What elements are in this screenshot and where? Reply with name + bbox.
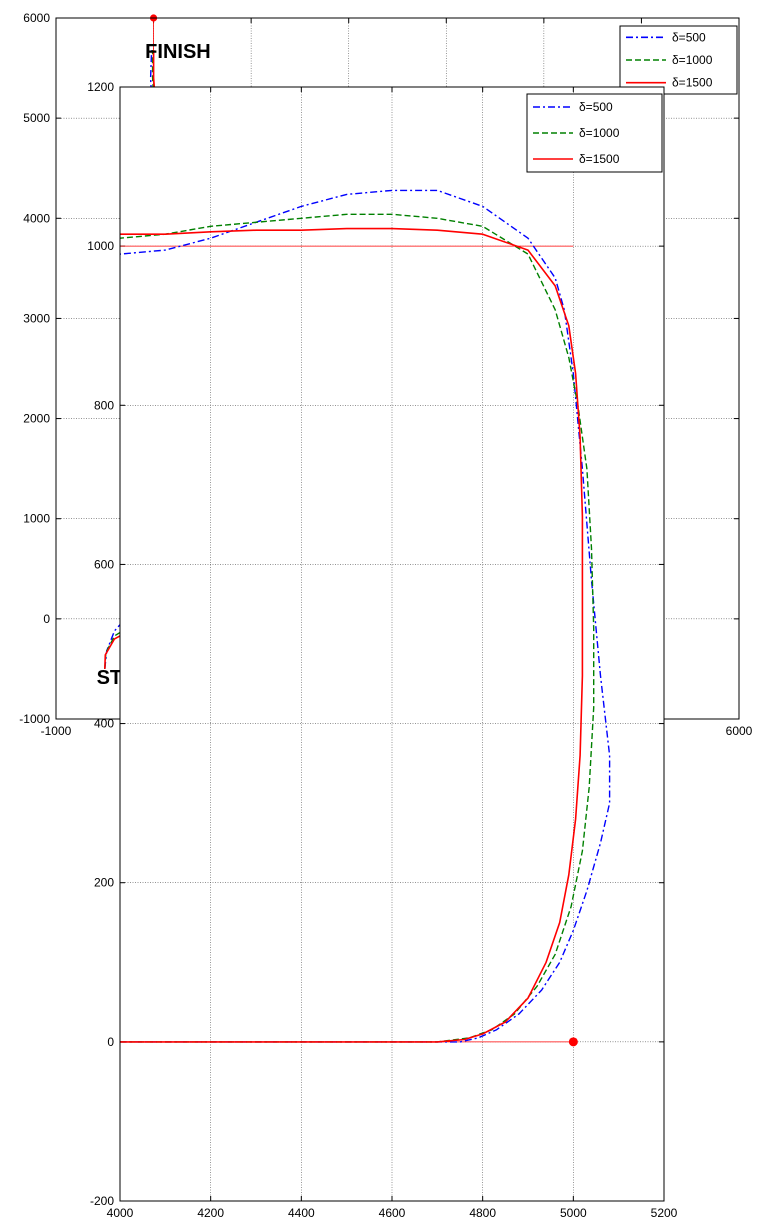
y-tick-label: 1000 <box>23 512 50 526</box>
y-tick-label: 1000 <box>87 239 114 253</box>
y-tick-label: -1000 <box>19 712 50 726</box>
waypoint-marker <box>568 1037 578 1047</box>
legend: δ=500 δ=1000 δ=1500 <box>619 25 738 95</box>
x-tick-label: -1000 <box>41 724 72 738</box>
y-tick-label: 200 <box>94 876 114 890</box>
series-line-0 <box>119 189 611 1043</box>
y-tick-label: 2000 <box>23 412 50 426</box>
x-tick-label: 4600 <box>379 1206 406 1220</box>
y-tick-label: 1200 <box>87 80 114 94</box>
y-tick-label: 6000 <box>23 11 50 25</box>
x-tick-label: 4000 <box>107 1206 134 1220</box>
legend-label-0: δ=500 <box>672 30 706 44</box>
axes-frame <box>119 86 665 1202</box>
y-tick-label: 400 <box>94 717 114 731</box>
y-tick-label: 3000 <box>23 311 50 325</box>
y-tick-label: 4000 <box>23 211 50 225</box>
x-tick-label: 4400 <box>288 1206 315 1220</box>
annotation-finish: FINISH <box>145 41 211 63</box>
legend-label-2: δ=1500 <box>672 76 713 90</box>
legend-label-0: δ=500 <box>579 100 613 114</box>
legend-label-2: δ=1500 <box>579 152 620 166</box>
y-tick-label: -200 <box>90 1194 114 1208</box>
y-tick-label: 800 <box>94 398 114 412</box>
x-tick-label: 5200 <box>651 1206 678 1220</box>
y-tick-label: 600 <box>94 557 114 571</box>
trajectory-chart-zoom: 4000 4200 4400 4600 4800 5000 5200 -200 0 200 400 6… <box>87 80 677 1220</box>
legend-label-1: δ=1000 <box>579 126 620 140</box>
x-tick-label: 4800 <box>469 1206 496 1220</box>
x-tick-label: 4200 <box>197 1206 224 1220</box>
series-line-2 <box>120 227 584 1043</box>
y-tick-label: 0 <box>107 1035 114 1049</box>
x-tick-label: 5000 <box>560 1206 587 1220</box>
y-tick-label: 0 <box>43 612 50 626</box>
y-tick-label: 5000 <box>23 111 50 125</box>
x-tick-label: 6000 <box>726 724 753 738</box>
legend-label-1: δ=1000 <box>672 53 713 67</box>
legend: δ=500 δ=1000 δ=1500 <box>526 93 663 173</box>
